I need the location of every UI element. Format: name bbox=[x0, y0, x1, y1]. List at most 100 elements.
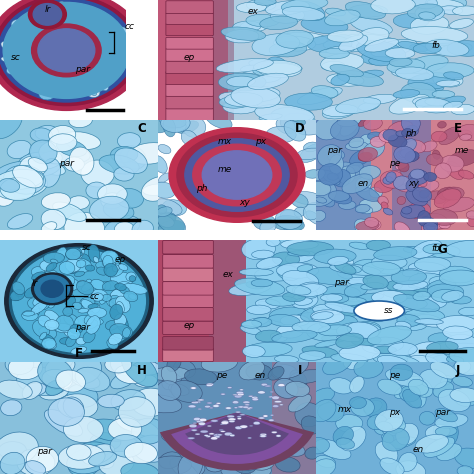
Ellipse shape bbox=[159, 452, 182, 469]
Ellipse shape bbox=[141, 395, 182, 413]
Text: sc: sc bbox=[82, 243, 92, 252]
Ellipse shape bbox=[282, 270, 319, 288]
Text: par: par bbox=[334, 278, 349, 287]
Ellipse shape bbox=[328, 150, 345, 162]
Ellipse shape bbox=[57, 35, 63, 41]
Ellipse shape bbox=[96, 267, 108, 275]
Ellipse shape bbox=[401, 128, 413, 137]
Ellipse shape bbox=[196, 419, 203, 422]
Ellipse shape bbox=[173, 360, 196, 378]
Ellipse shape bbox=[259, 74, 281, 82]
Ellipse shape bbox=[283, 217, 303, 232]
Ellipse shape bbox=[76, 281, 94, 295]
Circle shape bbox=[0, 0, 146, 110]
Ellipse shape bbox=[29, 140, 57, 164]
Text: par: par bbox=[75, 65, 90, 74]
Ellipse shape bbox=[0, 432, 38, 465]
Ellipse shape bbox=[429, 221, 447, 229]
Ellipse shape bbox=[266, 238, 280, 246]
Ellipse shape bbox=[73, 252, 82, 256]
Ellipse shape bbox=[301, 17, 348, 34]
Ellipse shape bbox=[264, 385, 271, 387]
Ellipse shape bbox=[40, 334, 55, 345]
Ellipse shape bbox=[380, 458, 404, 474]
Ellipse shape bbox=[211, 159, 222, 167]
Ellipse shape bbox=[443, 197, 474, 212]
Ellipse shape bbox=[120, 146, 146, 169]
Ellipse shape bbox=[372, 255, 407, 269]
Ellipse shape bbox=[258, 417, 265, 419]
Ellipse shape bbox=[281, 0, 328, 12]
Ellipse shape bbox=[189, 424, 197, 428]
Ellipse shape bbox=[245, 404, 250, 406]
Ellipse shape bbox=[206, 384, 212, 386]
Ellipse shape bbox=[441, 376, 452, 385]
Ellipse shape bbox=[300, 144, 324, 163]
Ellipse shape bbox=[340, 34, 402, 51]
Ellipse shape bbox=[54, 62, 69, 72]
Ellipse shape bbox=[211, 419, 218, 422]
Ellipse shape bbox=[216, 58, 273, 73]
Ellipse shape bbox=[129, 294, 136, 300]
Wedge shape bbox=[171, 412, 303, 464]
Ellipse shape bbox=[320, 294, 343, 302]
Ellipse shape bbox=[255, 265, 302, 282]
Ellipse shape bbox=[459, 307, 474, 316]
Text: par: par bbox=[328, 146, 342, 155]
Ellipse shape bbox=[65, 45, 70, 48]
Ellipse shape bbox=[46, 276, 52, 283]
Ellipse shape bbox=[385, 369, 423, 387]
Ellipse shape bbox=[141, 176, 173, 201]
Ellipse shape bbox=[260, 433, 267, 436]
Ellipse shape bbox=[122, 41, 130, 51]
Ellipse shape bbox=[222, 420, 228, 423]
Ellipse shape bbox=[316, 456, 336, 467]
Ellipse shape bbox=[44, 17, 49, 23]
Ellipse shape bbox=[198, 409, 202, 410]
Ellipse shape bbox=[219, 73, 266, 91]
Ellipse shape bbox=[219, 97, 250, 108]
Wedge shape bbox=[160, 412, 314, 471]
Ellipse shape bbox=[371, 0, 415, 14]
Ellipse shape bbox=[411, 182, 419, 187]
Ellipse shape bbox=[158, 112, 186, 128]
Text: par: par bbox=[37, 447, 52, 456]
Ellipse shape bbox=[431, 290, 460, 302]
Ellipse shape bbox=[430, 362, 457, 379]
Text: ex: ex bbox=[222, 270, 233, 279]
Ellipse shape bbox=[71, 346, 87, 354]
Ellipse shape bbox=[103, 255, 113, 268]
Ellipse shape bbox=[41, 26, 56, 40]
Ellipse shape bbox=[108, 418, 142, 440]
Ellipse shape bbox=[53, 43, 63, 53]
Ellipse shape bbox=[275, 210, 303, 229]
Ellipse shape bbox=[73, 48, 82, 54]
Ellipse shape bbox=[275, 457, 300, 472]
Ellipse shape bbox=[40, 260, 53, 271]
FancyBboxPatch shape bbox=[163, 294, 213, 308]
Ellipse shape bbox=[301, 307, 327, 321]
Ellipse shape bbox=[39, 328, 47, 334]
Ellipse shape bbox=[273, 216, 293, 230]
Ellipse shape bbox=[77, 280, 85, 287]
Ellipse shape bbox=[437, 444, 462, 461]
Ellipse shape bbox=[266, 127, 296, 143]
Ellipse shape bbox=[394, 383, 420, 399]
Ellipse shape bbox=[310, 310, 345, 324]
Ellipse shape bbox=[382, 428, 409, 451]
Ellipse shape bbox=[419, 190, 429, 198]
Ellipse shape bbox=[55, 65, 68, 73]
Ellipse shape bbox=[161, 113, 190, 133]
Ellipse shape bbox=[116, 296, 130, 312]
Ellipse shape bbox=[150, 456, 191, 474]
Ellipse shape bbox=[110, 295, 120, 304]
Ellipse shape bbox=[408, 177, 430, 185]
Ellipse shape bbox=[318, 325, 351, 336]
Ellipse shape bbox=[305, 170, 321, 178]
Ellipse shape bbox=[49, 27, 62, 44]
Ellipse shape bbox=[425, 99, 446, 106]
Ellipse shape bbox=[74, 14, 83, 20]
Ellipse shape bbox=[435, 414, 468, 428]
Ellipse shape bbox=[170, 459, 199, 474]
Ellipse shape bbox=[92, 289, 108, 300]
